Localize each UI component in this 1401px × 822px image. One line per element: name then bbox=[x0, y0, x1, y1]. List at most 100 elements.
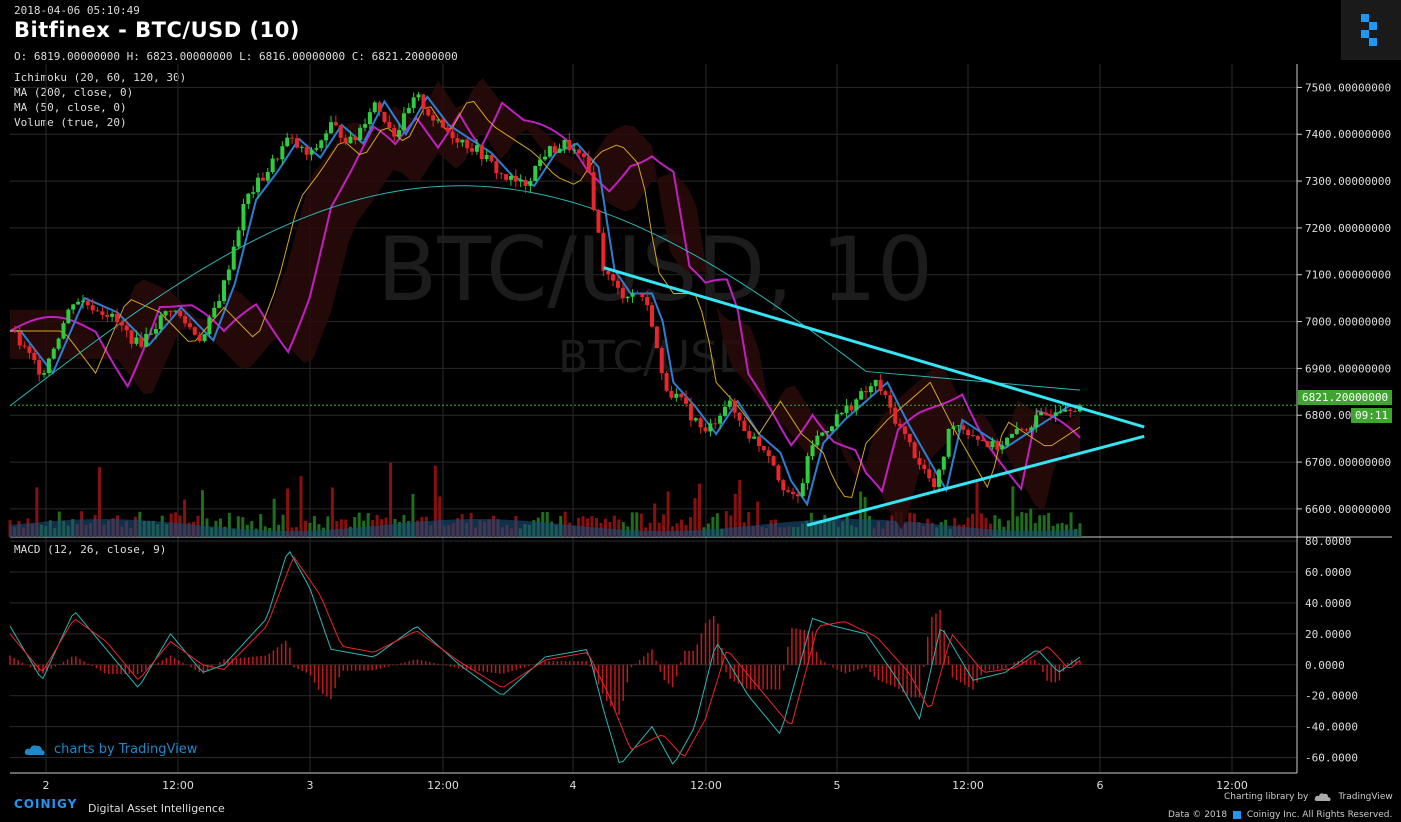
volume-bar bbox=[1042, 515, 1046, 537]
charting-library-text: Charting library by bbox=[1224, 792, 1309, 802]
candle-body bbox=[163, 311, 168, 316]
volume-bar bbox=[756, 501, 760, 537]
candle-body bbox=[280, 146, 285, 160]
candle-body bbox=[606, 270, 611, 275]
candle-body bbox=[757, 436, 761, 446]
volume-bar bbox=[563, 511, 567, 537]
charting-library-credit[interactable]: Charting library by TradingView bbox=[1224, 792, 1393, 802]
candle-body bbox=[995, 441, 1000, 450]
indicator-ma200[interactable]: MA (200, close, 0) bbox=[14, 86, 134, 99]
candle-body bbox=[1034, 415, 1039, 428]
coinigy-tagline: Digital Asset Intelligence bbox=[88, 802, 225, 815]
volume-bar bbox=[715, 513, 719, 537]
volume-bar bbox=[648, 522, 652, 537]
candle-body bbox=[567, 139, 572, 151]
candle-body bbox=[805, 456, 810, 484]
macd-legend[interactable]: MACD (12, 26, close, 9) bbox=[14, 543, 167, 556]
candle-body bbox=[674, 393, 679, 398]
upper-trendline bbox=[603, 266, 1145, 429]
candle-body bbox=[703, 427, 708, 432]
candle-body bbox=[698, 418, 703, 428]
candle-body bbox=[932, 478, 937, 487]
candle-body bbox=[178, 310, 183, 317]
macd-y-tick-label: 60.0000 bbox=[1305, 566, 1351, 579]
candle-body bbox=[640, 293, 645, 297]
coinigy-logo-button[interactable] bbox=[1341, 0, 1401, 60]
volume-bar bbox=[657, 522, 661, 537]
candle-body bbox=[732, 400, 737, 413]
candle-body bbox=[791, 491, 796, 495]
candle-body bbox=[737, 412, 742, 421]
x-tick-label: 4 bbox=[570, 779, 577, 792]
candle-body bbox=[722, 406, 727, 416]
volume-bar bbox=[639, 513, 643, 537]
candle-body bbox=[888, 395, 893, 408]
lower-trendline bbox=[806, 434, 1145, 527]
candle-body bbox=[504, 174, 509, 180]
candle-body bbox=[844, 405, 849, 413]
y-tick-label: 6900.00000000 bbox=[1305, 362, 1391, 375]
candle-body bbox=[440, 119, 445, 128]
candle-body bbox=[460, 139, 465, 143]
volume-bar bbox=[366, 513, 370, 537]
candle-body bbox=[859, 391, 864, 400]
indicator-ma50[interactable]: MA (50, close, 0) bbox=[14, 101, 127, 114]
volume-bar bbox=[1006, 520, 1010, 537]
volume-bar bbox=[971, 513, 975, 537]
symbol-watermark: BTC/USD, 10 bbox=[377, 218, 933, 321]
coinigy-brand[interactable]: COINIGY bbox=[14, 797, 78, 811]
indicator-ichimoku[interactable]: Ichimoku (20, 60, 120, 30) bbox=[14, 71, 187, 84]
candle-body bbox=[820, 432, 825, 436]
candle-body bbox=[854, 399, 859, 411]
candle-body bbox=[183, 316, 188, 324]
candle-body bbox=[601, 232, 606, 271]
candle-body bbox=[659, 348, 664, 374]
candle-body bbox=[382, 111, 387, 123]
indicator-volume[interactable]: Volume (true, 20) bbox=[14, 116, 127, 129]
candle-body bbox=[246, 193, 251, 204]
volume-bar bbox=[666, 491, 670, 537]
macd-y-tick-label: 0.0000 bbox=[1305, 659, 1345, 672]
volume-bar bbox=[272, 498, 276, 537]
coinigy-small-icon bbox=[1233, 810, 1241, 819]
candle-body bbox=[572, 149, 577, 151]
candle-body bbox=[650, 305, 654, 327]
candle-body bbox=[153, 329, 158, 334]
candle-body bbox=[411, 97, 416, 108]
candle-body bbox=[528, 181, 533, 186]
candle-body bbox=[144, 333, 149, 347]
candle-body bbox=[1000, 445, 1005, 450]
candle-body bbox=[718, 415, 723, 424]
candle-body bbox=[936, 469, 941, 487]
candle-body bbox=[436, 119, 440, 121]
tradingview-cloud-icon bbox=[24, 744, 45, 755]
volume-bar bbox=[98, 467, 102, 537]
candle-body bbox=[586, 157, 591, 173]
tradingview-watermark[interactable]: charts by TradingView bbox=[24, 742, 197, 757]
y-tick-label: 6600.00000000 bbox=[1305, 503, 1391, 516]
volume-bar bbox=[1069, 512, 1073, 537]
candle-body bbox=[941, 456, 946, 470]
candle-body bbox=[329, 122, 333, 134]
candle-body bbox=[304, 146, 309, 155]
candle-body bbox=[222, 280, 226, 302]
volume-bar bbox=[662, 514, 666, 537]
volume-bar bbox=[1047, 512, 1051, 537]
candle-body bbox=[333, 122, 338, 126]
candle-body bbox=[596, 209, 601, 233]
candle-body bbox=[669, 390, 674, 398]
candle-body bbox=[547, 146, 552, 157]
candle-body bbox=[810, 445, 815, 457]
volume-bar bbox=[357, 512, 361, 537]
volume-bar bbox=[1011, 486, 1015, 537]
macd-y-tick-label: 80.0000 bbox=[1305, 535, 1351, 548]
candle-body bbox=[985, 441, 990, 448]
candle-body bbox=[518, 179, 523, 182]
candle-body bbox=[635, 293, 640, 295]
volume-bar bbox=[1038, 515, 1042, 537]
volume-bar bbox=[1024, 513, 1028, 537]
macd-y-tick-label: 20.0000 bbox=[1305, 628, 1351, 641]
candle-body bbox=[513, 175, 518, 182]
candle-body bbox=[110, 313, 115, 317]
